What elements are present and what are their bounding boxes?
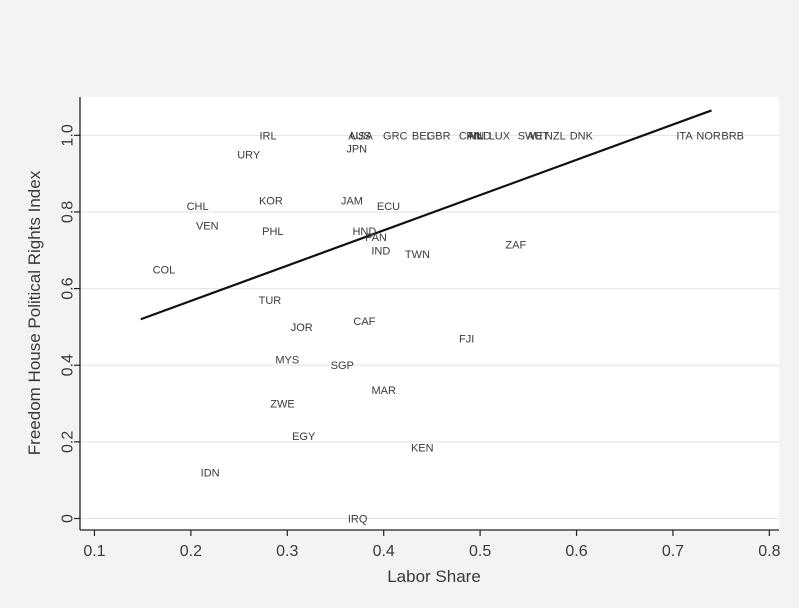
- point-label: KOR: [259, 195, 283, 207]
- y-tick-label: 0.8: [60, 201, 77, 223]
- x-tick-label: 0.3: [276, 543, 298, 560]
- point-label: USA: [350, 130, 373, 142]
- point-label: CAN: [459, 130, 482, 142]
- point-label: NOR: [696, 130, 721, 142]
- point-label: MAR: [371, 385, 396, 397]
- x-tick-label: 0.5: [469, 543, 491, 560]
- point-label: SWE: [518, 130, 543, 142]
- y-tick-label: 0: [60, 514, 77, 523]
- gridlines: [80, 134, 779, 520]
- point-label: GRC: [383, 130, 408, 142]
- axes: 0.1 0.2 0.3 0.4 0.5 0.6 0.7 0.8 0 0.2 0.4 0.6 0.8 1.0: [60, 97, 781, 560]
- point-label: BEL: [412, 130, 433, 142]
- x-tick-label: 0.8: [758, 543, 780, 560]
- point-label: AUS: [348, 130, 371, 142]
- y-axis-label: Freedom House Political Rights Index: [25, 170, 44, 455]
- point-label: GBR: [427, 130, 451, 142]
- point-label: NLD: [469, 130, 491, 142]
- point-label: NZL: [545, 130, 566, 142]
- point-label: ZWE: [270, 399, 294, 411]
- x-tick-label: 0.1: [83, 543, 105, 560]
- x-tick-label: 0.4: [373, 543, 395, 560]
- point-label: FJI: [459, 333, 474, 345]
- point-label: ECU: [377, 201, 400, 213]
- point-label: VEN: [196, 220, 219, 232]
- point-label: KEN: [411, 443, 434, 455]
- point-label: JAM: [341, 195, 363, 207]
- y-tick-label: 0.2: [60, 431, 77, 453]
- point-label: ZAF: [505, 240, 526, 252]
- x-tick-label: 0.6: [565, 543, 587, 560]
- point-label: URY: [237, 149, 261, 161]
- x-tick-label: 0.7: [662, 543, 684, 560]
- point-label: JPN: [346, 144, 367, 156]
- point-label: AUT: [527, 130, 549, 142]
- point-label: TUR: [259, 295, 282, 307]
- point-label: MYS: [275, 354, 299, 366]
- point-label: IND: [371, 245, 390, 257]
- point-label: HND: [352, 226, 376, 238]
- point-label: BRB: [721, 130, 744, 142]
- point-label: PHL: [262, 226, 283, 238]
- point-label: SGP: [331, 360, 354, 372]
- point-label: IDN: [201, 468, 220, 480]
- point-label: TWN: [405, 249, 430, 261]
- y-tick-label: 0.4: [60, 354, 77, 376]
- point-label: ITA: [676, 130, 693, 142]
- plot-area: [80, 97, 779, 530]
- point-label: EGY: [292, 431, 316, 443]
- fit-line-layer: [140, 109, 712, 321]
- x-axis-label: Labor Share: [387, 567, 481, 586]
- point-label: FIN: [466, 130, 484, 142]
- point-label: CAF: [353, 316, 375, 328]
- fit-line: [140, 109, 712, 321]
- point-label: PAN: [365, 232, 387, 244]
- point-label: CHL: [187, 201, 209, 213]
- x-tick-label: 0.2: [180, 543, 202, 560]
- point-label: IRL: [259, 130, 276, 142]
- point-label: DNK: [570, 130, 594, 142]
- point-label: LUX: [489, 130, 511, 142]
- y-tick-label: 1.0: [60, 124, 77, 146]
- point-label: IRQ: [348, 514, 368, 526]
- point-label: COL: [153, 264, 176, 276]
- y-tick-label: 0.6: [60, 277, 77, 299]
- point-label: JOR: [291, 322, 313, 334]
